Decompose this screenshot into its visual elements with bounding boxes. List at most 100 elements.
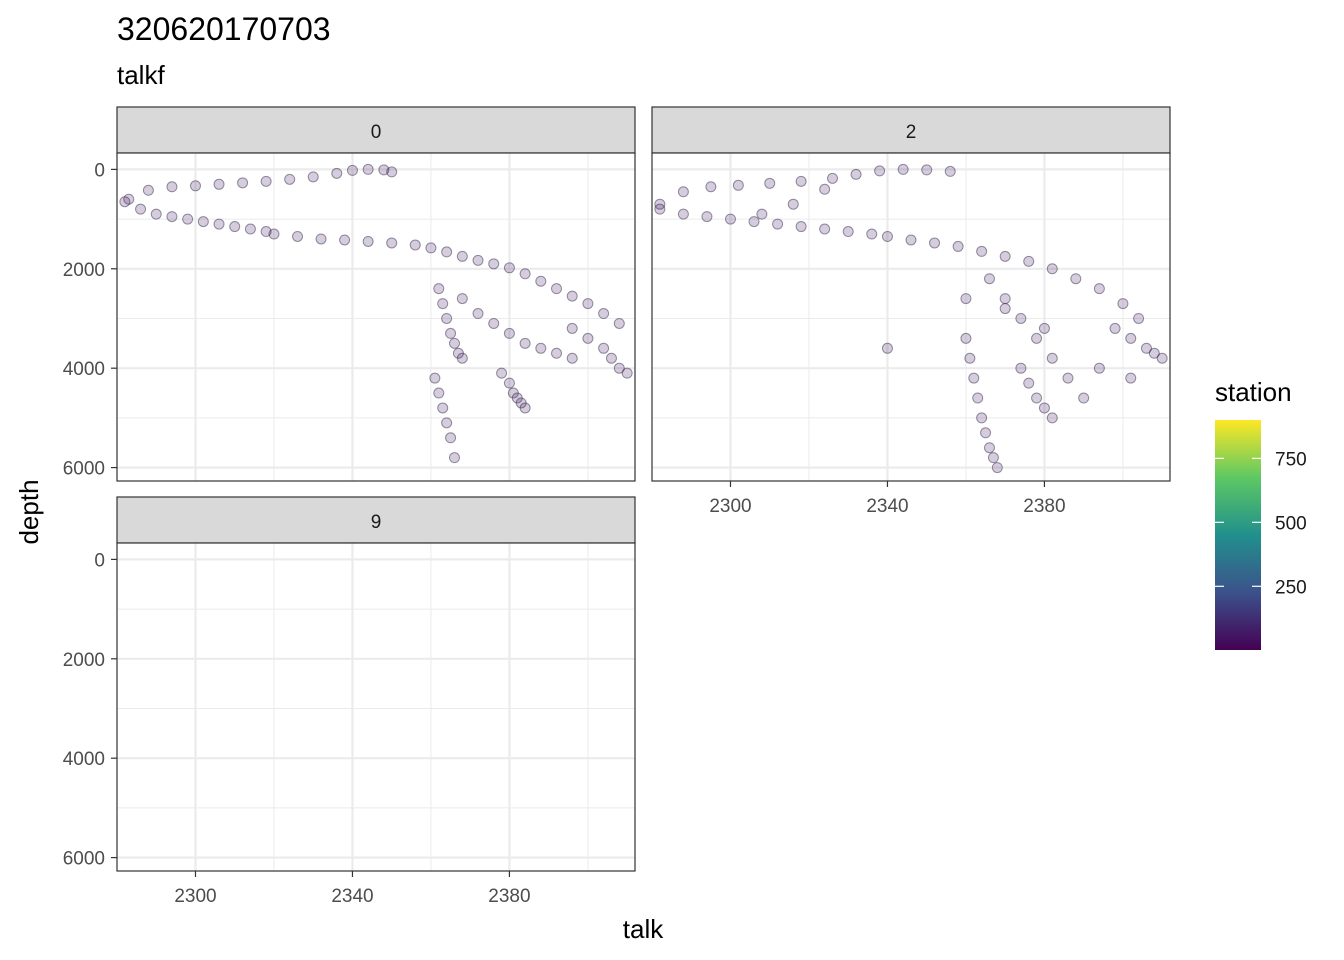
data-point: [166, 181, 178, 193]
data-point: [999, 303, 1011, 315]
x-axis-title: talk: [623, 914, 664, 944]
panel-border: [116, 542, 636, 872]
data-point: [268, 228, 280, 240]
data-point: [724, 213, 736, 225]
data-point: [437, 298, 449, 310]
legend-tick-label: 250: [1275, 577, 1307, 598]
data-point: [677, 208, 689, 220]
legend-title: station: [1215, 377, 1292, 407]
data-point: [1031, 392, 1043, 404]
data-point: [881, 342, 893, 354]
y-axis-title: depth: [14, 479, 44, 544]
x-tick-label: 2300: [709, 496, 751, 517]
data-point: [968, 372, 980, 384]
data-point: [566, 290, 578, 302]
data-point: [960, 332, 972, 344]
y-tick-label: 6000: [63, 849, 105, 870]
data-point: [756, 208, 768, 220]
data-point: [764, 177, 776, 189]
data-point: [980, 427, 992, 439]
data-point: [944, 165, 956, 177]
y-tick-label: 2000: [63, 260, 105, 281]
data-point: [456, 293, 468, 305]
data-point: [441, 246, 453, 258]
panel-border: [116, 152, 636, 482]
data-point: [795, 175, 807, 187]
legend-tick-label: 750: [1275, 449, 1307, 470]
data-point: [507, 387, 519, 399]
data-point: [339, 234, 351, 246]
data-point: [346, 164, 358, 176]
panel-background: [117, 543, 635, 871]
data-point: [292, 230, 304, 242]
data-point: [1062, 372, 1074, 384]
legend-ticks: 250 500 750: [1215, 449, 1307, 598]
data-point: [519, 402, 531, 414]
data-point: [1046, 412, 1058, 424]
data-point: [386, 166, 398, 178]
data-point: [701, 211, 713, 223]
y-tick-label: 4000: [63, 749, 105, 770]
facet-panels: 0 0 2000 4000 6000 2 2300 2340 2380 9 0 2000 4000 600…: [63, 106, 1171, 907]
facet-panel-2: 2 2300 2340 2380: [651, 106, 1171, 517]
data-point: [535, 275, 547, 287]
legend: station 250 500 750: [1215, 377, 1307, 650]
data-point: [897, 163, 909, 175]
data-point: [315, 233, 327, 245]
data-point: [551, 283, 563, 295]
data-point: [999, 293, 1011, 305]
data-point: [1125, 332, 1137, 344]
facet-strip: [116, 496, 636, 544]
data-point: [1031, 332, 1043, 344]
data-point: [795, 221, 807, 233]
x-tick-label: 2380: [488, 886, 530, 907]
data-point: [472, 308, 484, 320]
data-point: [445, 327, 457, 339]
data-point: [1023, 377, 1035, 389]
data-point: [999, 250, 1011, 262]
data-point: [972, 392, 984, 404]
data-point: [566, 352, 578, 364]
data-point: [1023, 255, 1035, 267]
data-point: [551, 347, 563, 359]
data-point: [952, 240, 964, 252]
data-point: [1070, 273, 1082, 285]
data-point: [842, 226, 854, 238]
data-point: [991, 462, 1003, 474]
facet-panel-0: 0 0 2000 4000 6000: [63, 106, 636, 482]
data-point: [566, 322, 578, 334]
data-point: [1015, 362, 1027, 374]
data-point: [445, 432, 457, 444]
data-point: [515, 397, 527, 409]
data-point: [437, 402, 449, 414]
data-point: [582, 332, 594, 344]
data-point: [150, 208, 162, 220]
data-point: [441, 312, 453, 324]
data-point: [197, 216, 209, 228]
y-tick-label: 6000: [63, 459, 105, 480]
panel-background: [652, 153, 1170, 481]
data-point: [519, 337, 531, 349]
data-point: [182, 213, 194, 225]
data-point: [598, 308, 610, 320]
data-point: [284, 173, 296, 185]
data-point: [488, 317, 500, 329]
facet-strip-label: 0: [371, 122, 382, 143]
data-point: [119, 196, 131, 208]
data-point: [307, 171, 319, 183]
chart-title: 320620170703: [117, 11, 331, 47]
data-point: [705, 181, 717, 193]
panel-background: [117, 153, 635, 481]
data-point: [213, 218, 225, 230]
data-point: [433, 387, 445, 399]
data-point: [819, 223, 831, 235]
data-point: [166, 211, 178, 223]
data-point: [748, 216, 760, 228]
facet-strip: [651, 106, 1171, 154]
data-point: [605, 352, 617, 364]
data-point: [983, 273, 995, 285]
data-point: [429, 372, 441, 384]
data-point: [827, 172, 839, 184]
data-point: [621, 367, 633, 379]
data-point: [819, 183, 831, 195]
